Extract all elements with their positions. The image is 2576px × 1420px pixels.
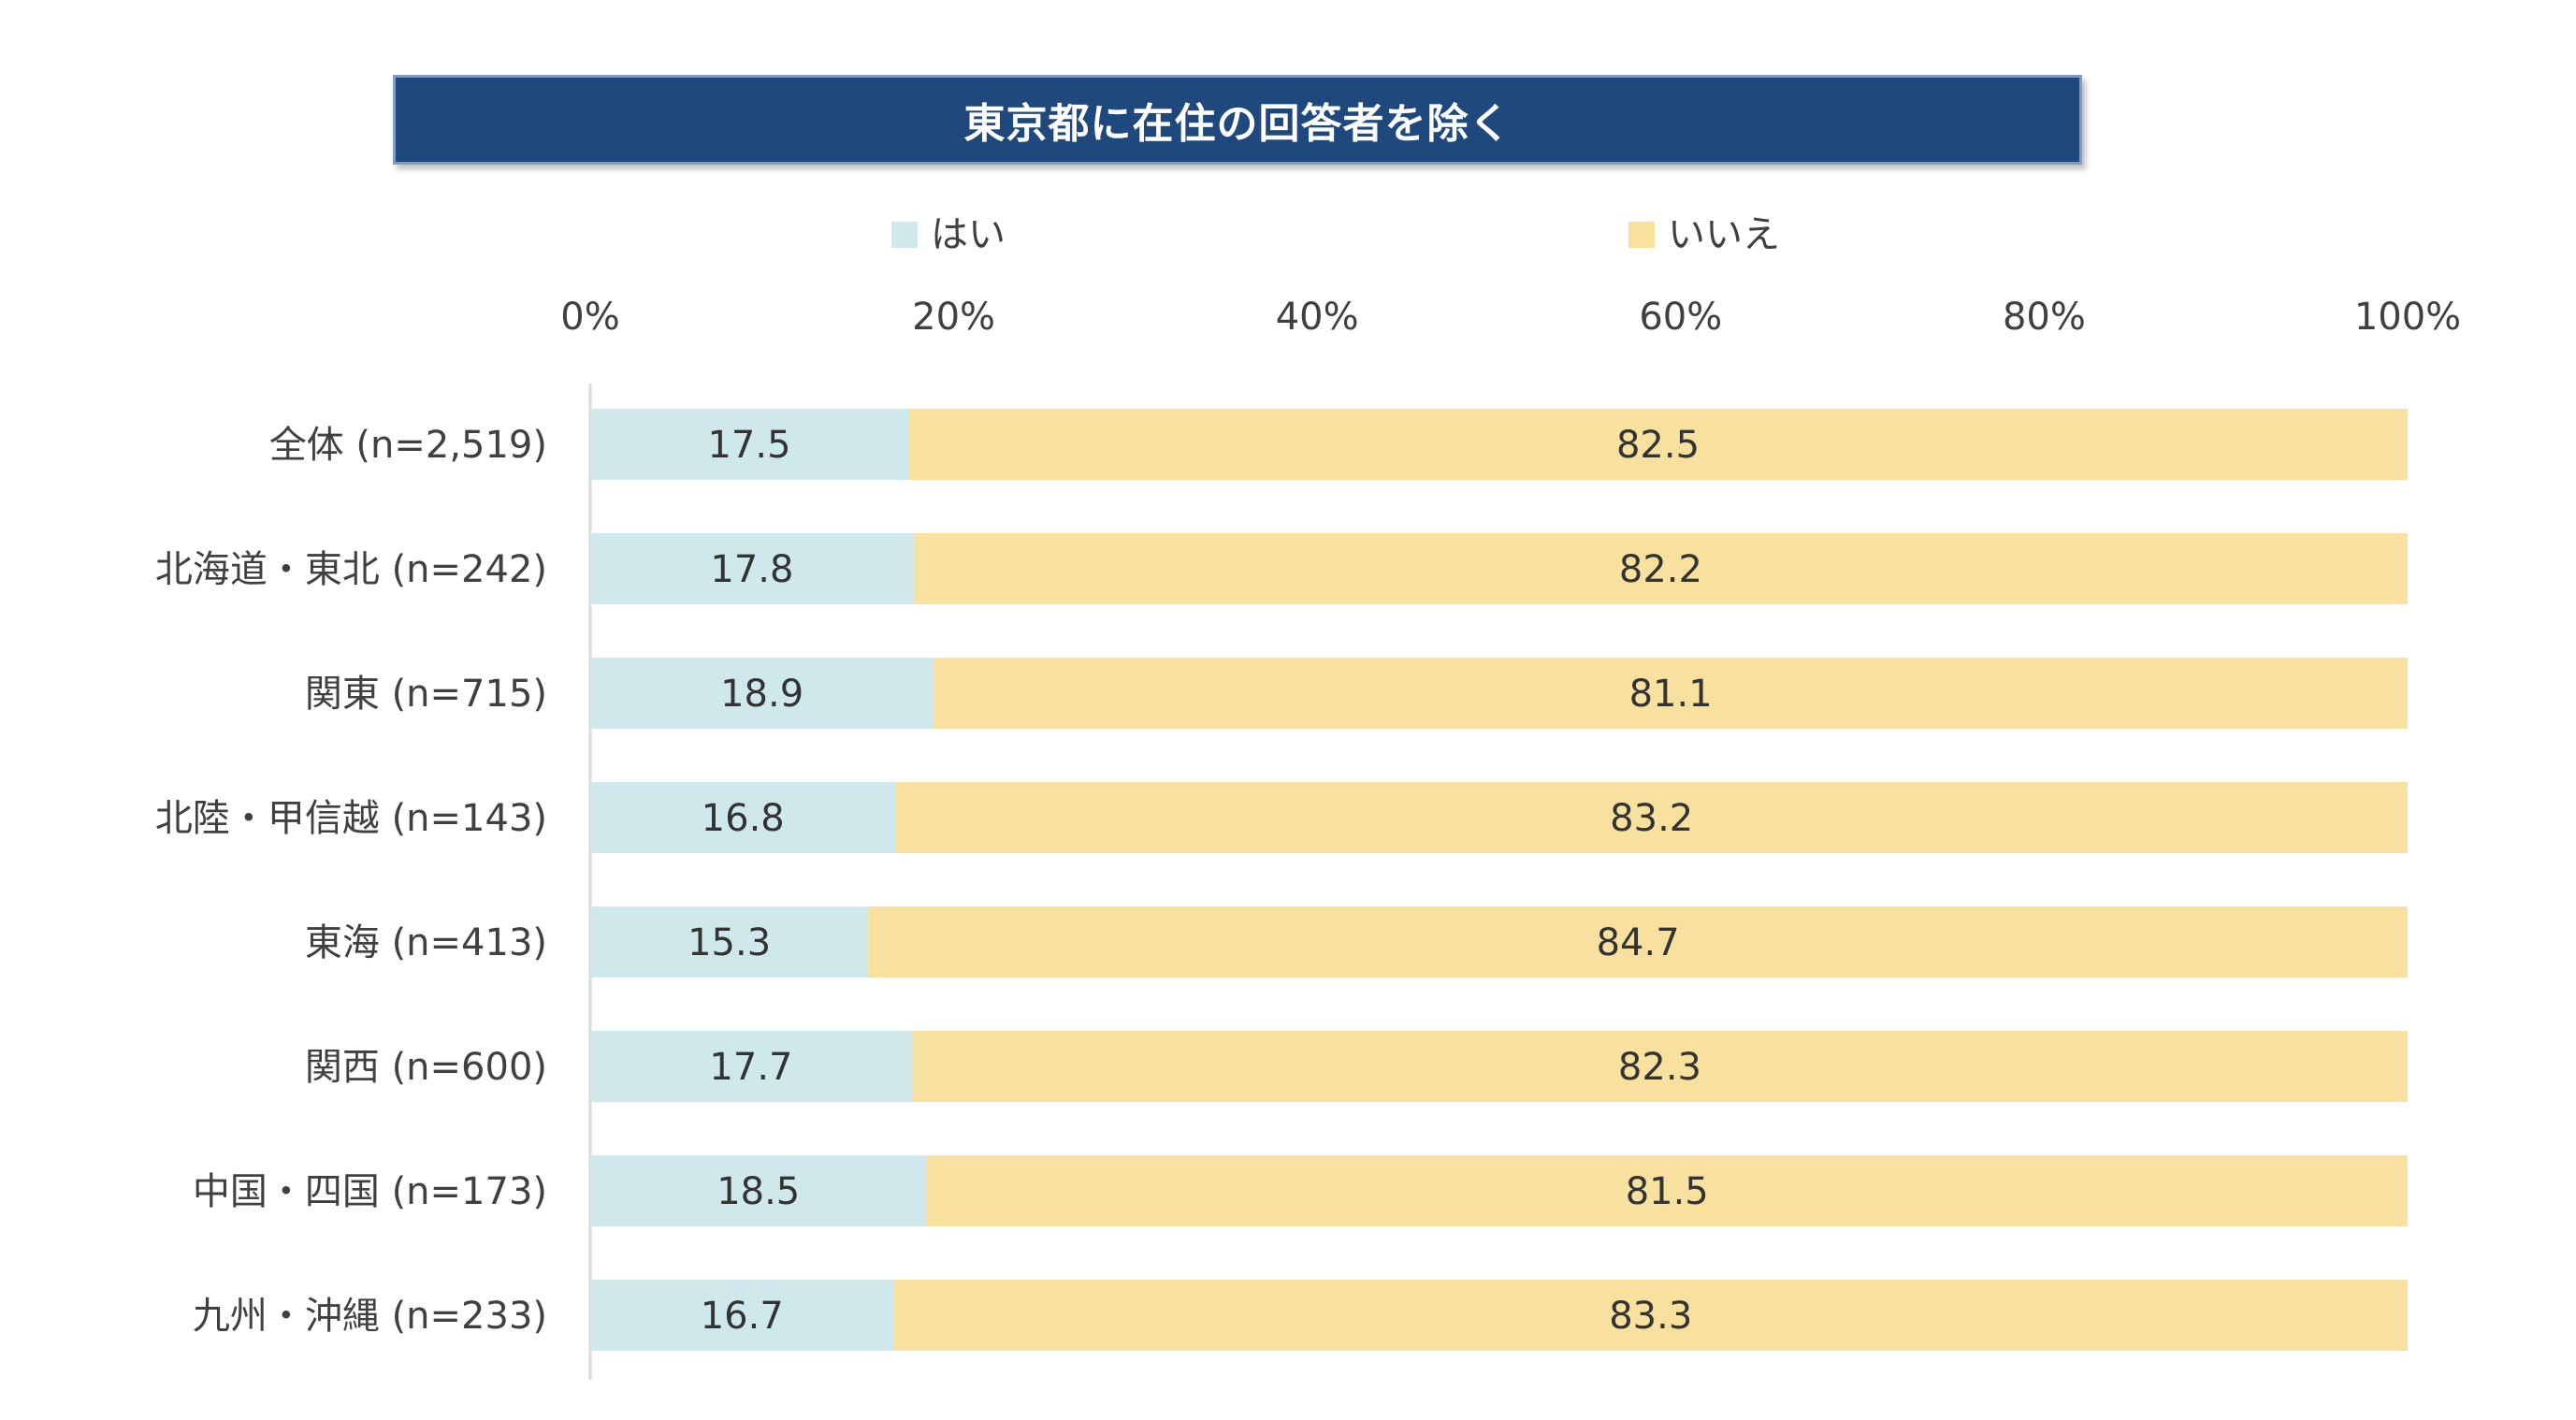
data-label-no: 83.2	[1610, 797, 1693, 840]
data-label-no: 84.7	[1597, 921, 1680, 964]
category-label: 北陸・甲信越 (n=143)	[155, 797, 547, 840]
bar-yes	[590, 906, 869, 978]
x-tick-label: 60%	[1639, 296, 1722, 339]
bar-yes	[590, 409, 909, 480]
data-label-yes: 18.5	[716, 1170, 800, 1213]
legend-swatch-yes	[891, 222, 918, 248]
data-label-yes: 17.8	[710, 548, 793, 591]
bar-no	[926, 1155, 2408, 1226]
bar-yes	[590, 1031, 912, 1102]
bar-no	[933, 658, 2408, 729]
x-tick-label: 0%	[560, 296, 619, 339]
bar-yes	[590, 1155, 927, 1226]
data-label-yes: 17.5	[707, 424, 790, 467]
bar-no	[908, 409, 2408, 480]
chart-title-banner: 東京都に在住の回答者を除く	[393, 75, 2082, 165]
bar-no	[868, 906, 2408, 978]
data-label-no: 81.5	[1626, 1170, 1709, 1213]
bar-no	[913, 533, 2408, 604]
data-label-no: 81.1	[1629, 673, 1713, 716]
data-label-yes: 15.3	[687, 921, 771, 964]
category-label: 九州・沖縄 (n=233)	[193, 1295, 547, 1338]
category-label: 北海道・東北 (n=242)	[155, 548, 547, 591]
x-tick-label: 100%	[2354, 296, 2461, 339]
x-tick-label: 20%	[912, 296, 995, 339]
data-label-yes: 16.7	[701, 1295, 784, 1338]
bar-yes	[590, 1280, 894, 1351]
bar-no	[895, 782, 2408, 853]
chart-title: 東京都に在住の回答者を除く	[963, 100, 1512, 148]
legend-swatch-no	[1628, 222, 1655, 248]
legend-item-no: いいえ	[1628, 204, 1780, 258]
bar-no	[893, 1280, 2409, 1351]
bar-yes	[590, 658, 934, 729]
legend-label-no: いいえ	[1668, 213, 1780, 256]
data-label-yes: 17.7	[709, 1046, 792, 1089]
bar-no	[911, 1031, 2408, 1102]
category-label: 東海 (n=413)	[305, 921, 547, 964]
legend-label-yes: はい	[931, 213, 1006, 256]
category-label: 全体 (n=2,519)	[269, 424, 547, 467]
data-label-no: 82.2	[1619, 548, 1702, 591]
data-label-yes: 18.9	[720, 673, 803, 716]
category-label: 関西 (n=600)	[305, 1046, 547, 1089]
category-label: 関東 (n=715)	[305, 673, 547, 716]
bar-yes	[590, 782, 896, 853]
data-label-no: 82.3	[1618, 1046, 1701, 1089]
legend-item-yes: はい	[891, 204, 1006, 258]
x-tick-label: 40%	[1276, 296, 1359, 339]
x-tick-label: 80%	[2003, 296, 2086, 339]
data-label-yes: 16.8	[702, 797, 785, 840]
data-label-no: 83.3	[1609, 1295, 1692, 1338]
data-label-no: 82.5	[1616, 424, 1700, 467]
bar-yes	[590, 533, 914, 604]
category-label: 中国・四国 (n=173)	[193, 1170, 547, 1213]
